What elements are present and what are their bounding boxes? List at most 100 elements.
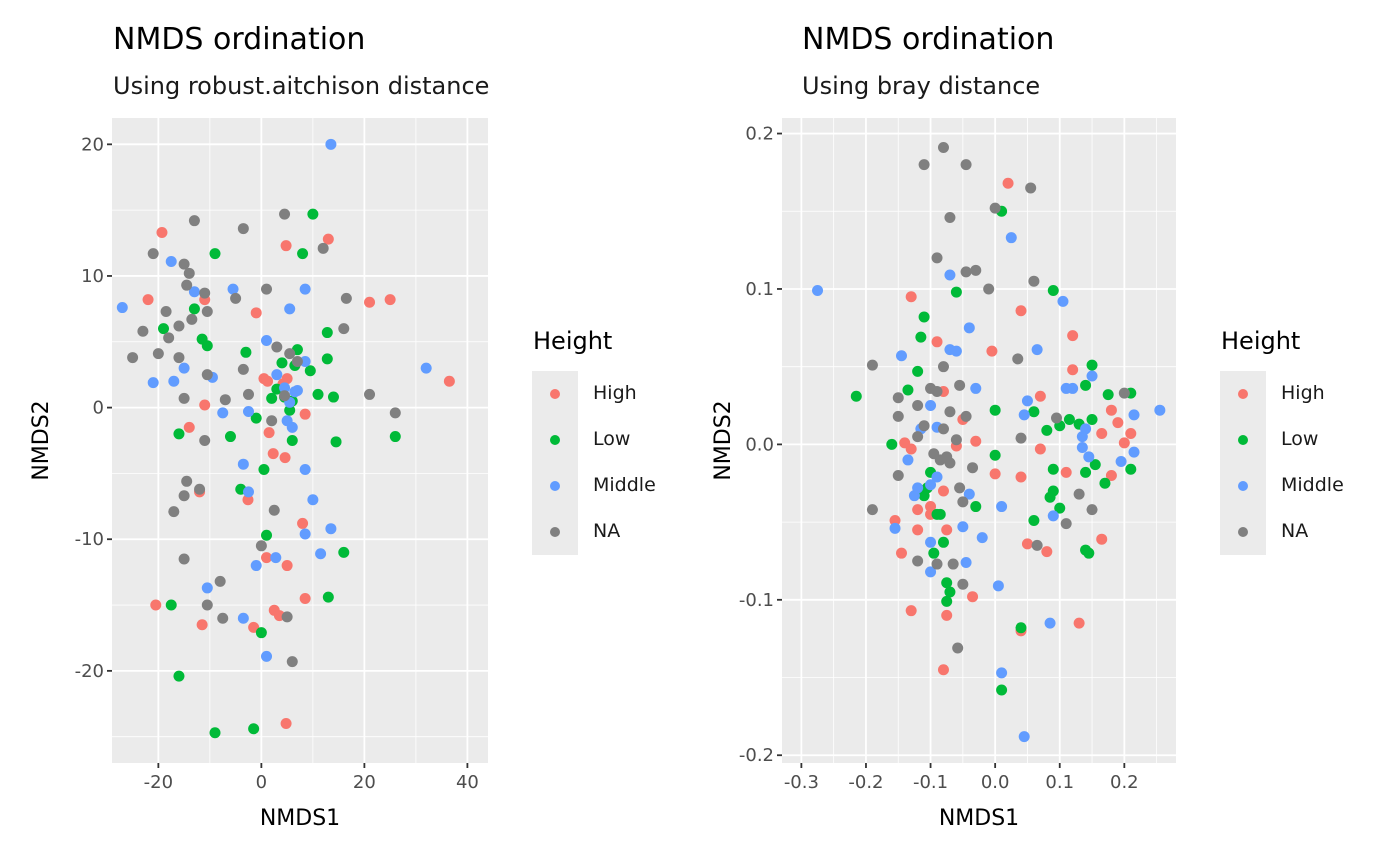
right-point-high: [905, 605, 917, 617]
left-point-low: [250, 412, 262, 424]
left-point-na: [338, 323, 350, 335]
left-point-na: [255, 540, 267, 552]
left-point-na: [183, 267, 195, 279]
left-point-low: [248, 723, 260, 735]
left-point-na: [186, 313, 198, 325]
right-point-high: [889, 515, 901, 527]
left-point-na: [181, 475, 193, 487]
right-point-high: [1073, 617, 1085, 629]
right-point-middle: [1057, 295, 1069, 307]
right-point-na: [983, 283, 995, 295]
left-point-low: [286, 435, 298, 446]
right-point-low: [1041, 424, 1053, 436]
right-point-high: [986, 345, 998, 357]
left-y-tick-label: 10: [81, 266, 104, 287]
right-point-high: [1096, 428, 1108, 440]
right-point-na: [1051, 412, 1063, 424]
right-point-na: [1015, 432, 1027, 444]
left-point-low: [266, 392, 278, 404]
right-point-na: [1086, 504, 1098, 516]
right-point-middle: [1031, 344, 1043, 356]
left-point-na: [163, 332, 175, 344]
right-point-na: [912, 555, 924, 567]
right-point-low: [1015, 622, 1027, 634]
left-point-low: [389, 431, 401, 443]
right-point-high: [1034, 390, 1046, 402]
right-point-na: [950, 434, 962, 446]
right-legend-keys: [1220, 371, 1266, 555]
right-point-low: [944, 586, 956, 598]
right-point-high: [970, 435, 982, 447]
right-point-low: [1102, 389, 1114, 401]
right-point-na: [970, 264, 982, 276]
right-point-middle: [1086, 370, 1098, 382]
right-point-middle: [925, 400, 937, 412]
right-point-low: [1047, 285, 1059, 297]
left-point-middle: [242, 486, 254, 498]
right-point-high: [1105, 404, 1117, 416]
left-point-na: [271, 341, 283, 353]
left-y-tick-label: 20: [81, 134, 104, 155]
right-point-na: [1025, 182, 1037, 194]
left-point-na: [160, 306, 172, 317]
right-point-high: [912, 504, 924, 516]
right-point-low: [941, 577, 953, 589]
left-y-tick-label: -20: [75, 661, 104, 682]
left-point-low: [209, 248, 221, 260]
legend-label-na: NA: [593, 520, 621, 542]
left-point-na: [152, 348, 164, 360]
left-point-low: [330, 436, 342, 448]
right-x-tick-label: 0.0: [981, 772, 1010, 793]
right-point-middle: [1128, 409, 1140, 421]
legend-key-high: [1238, 389, 1248, 399]
left-point-low: [209, 727, 221, 739]
right-point-middle: [996, 501, 1008, 513]
right-point-low: [989, 449, 1001, 461]
left-point-middle: [281, 415, 293, 427]
right-point-middle: [1076, 431, 1088, 443]
right-y-tick-label: 0.0: [745, 434, 774, 455]
left-point-middle: [299, 528, 311, 540]
left-point-na: [199, 435, 211, 446]
right-point-middle: [925, 566, 937, 578]
right-point-middle: [1154, 404, 1166, 416]
left-point-na: [178, 553, 190, 565]
left-point-middle: [420, 362, 432, 374]
left-point-na: [279, 390, 291, 402]
right-point-na: [1012, 353, 1024, 365]
right-point-high: [1015, 471, 1027, 483]
right-x-tick-label: -0.3: [784, 772, 819, 793]
right-point-high: [937, 664, 949, 676]
right-point-high: [1096, 533, 1108, 545]
left-point-middle: [299, 463, 311, 475]
right-y-tick-label: -0.2: [739, 745, 774, 766]
left-point-na: [181, 279, 193, 291]
right-point-low: [1028, 515, 1040, 527]
left-point-na: [261, 283, 273, 295]
left-point-high: [297, 517, 309, 529]
right-point-high: [1034, 443, 1046, 455]
right-point-middle: [812, 285, 824, 297]
right-point-na: [912, 431, 924, 443]
right-point-na: [1028, 275, 1040, 287]
right-point-low: [989, 404, 1001, 416]
left-point-na: [237, 363, 249, 375]
legend-key-low: [550, 435, 560, 445]
left-point-middle: [116, 302, 128, 314]
right-chart-title: NMDS ordination: [802, 22, 1055, 57]
legend-key-na: [1238, 527, 1248, 537]
right-point-high: [1041, 546, 1053, 558]
left-point-middle: [237, 458, 249, 470]
left-x-axis-title: NMDS1: [260, 806, 340, 831]
right-point-high: [925, 501, 937, 513]
right-point-middle: [996, 667, 1008, 679]
right-point-high: [1118, 437, 1130, 449]
left-point-na: [217, 612, 229, 624]
left-point-middle: [201, 582, 213, 594]
right-point-high: [1125, 428, 1137, 440]
right-point-middle: [1060, 382, 1072, 394]
legend-label-na: NA: [1281, 520, 1309, 542]
left-x-tick-label: 40: [456, 772, 479, 793]
left-point-low: [258, 463, 270, 475]
left-point-na: [173, 352, 185, 364]
